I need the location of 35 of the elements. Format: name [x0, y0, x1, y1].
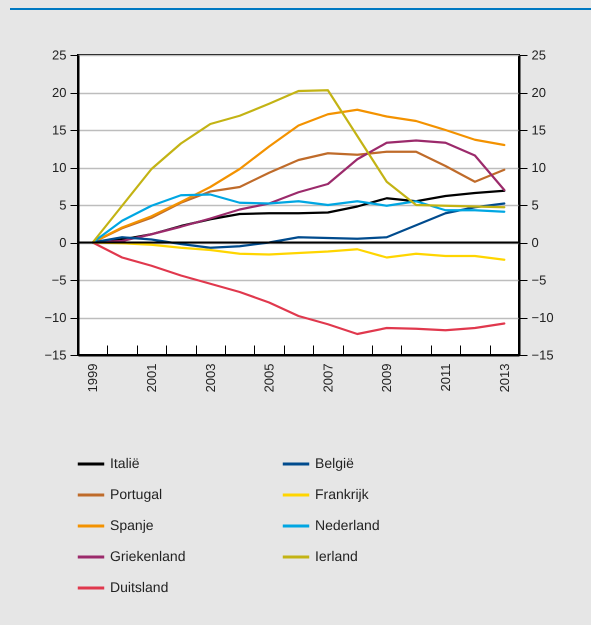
legend-label: Duitsland — [110, 579, 168, 595]
y2-tick-label: −10 — [532, 310, 554, 325]
x-tick-label: 2005 — [262, 364, 277, 392]
y2-tick-label: 0 — [532, 235, 539, 250]
legend-label: Portugal — [110, 486, 162, 502]
y-tick-label: −5 — [52, 272, 66, 288]
legend-label: Griekenland — [110, 548, 186, 564]
y2-tick-label: 10 — [532, 160, 546, 175]
y-tick-label: 10 — [52, 160, 66, 175]
y2-tick-label: 20 — [532, 85, 546, 100]
x-tick-label: 2001 — [144, 364, 159, 392]
x-tick-label: 2009 — [379, 364, 394, 392]
x-tick-label: 2007 — [320, 364, 336, 392]
x-tick-label: 2013 — [496, 364, 512, 392]
y2-tick-label: 5 — [532, 198, 539, 212]
legend-label: Frankrijk — [315, 486, 370, 502]
y2-tick-label: −15 — [532, 348, 554, 362]
y2-tick-label: 25 — [532, 48, 546, 62]
y2-tick-label: 15 — [532, 122, 546, 138]
y-tick-label: 0 — [59, 235, 66, 250]
x-tick-label: 1999 — [85, 364, 100, 392]
legend-label: Nederland — [315, 517, 380, 533]
y-tick-label: 5 — [59, 198, 66, 212]
legend-label: België — [315, 455, 354, 471]
x-tick-label: 2011 — [438, 364, 453, 392]
y2-tick-label: −5 — [532, 272, 546, 288]
legend-label: Italië — [110, 455, 140, 471]
x-tick-label: 2003 — [202, 364, 218, 392]
y-tick-label: −10 — [44, 310, 66, 325]
y-tick-label: 15 — [52, 122, 66, 138]
y-tick-label: 20 — [52, 85, 66, 100]
legend-label: Ierland — [315, 548, 358, 564]
legend-label: Spanje — [110, 517, 154, 533]
y-tick-label: 25 — [52, 48, 66, 62]
y-tick-label: −15 — [44, 348, 66, 362]
